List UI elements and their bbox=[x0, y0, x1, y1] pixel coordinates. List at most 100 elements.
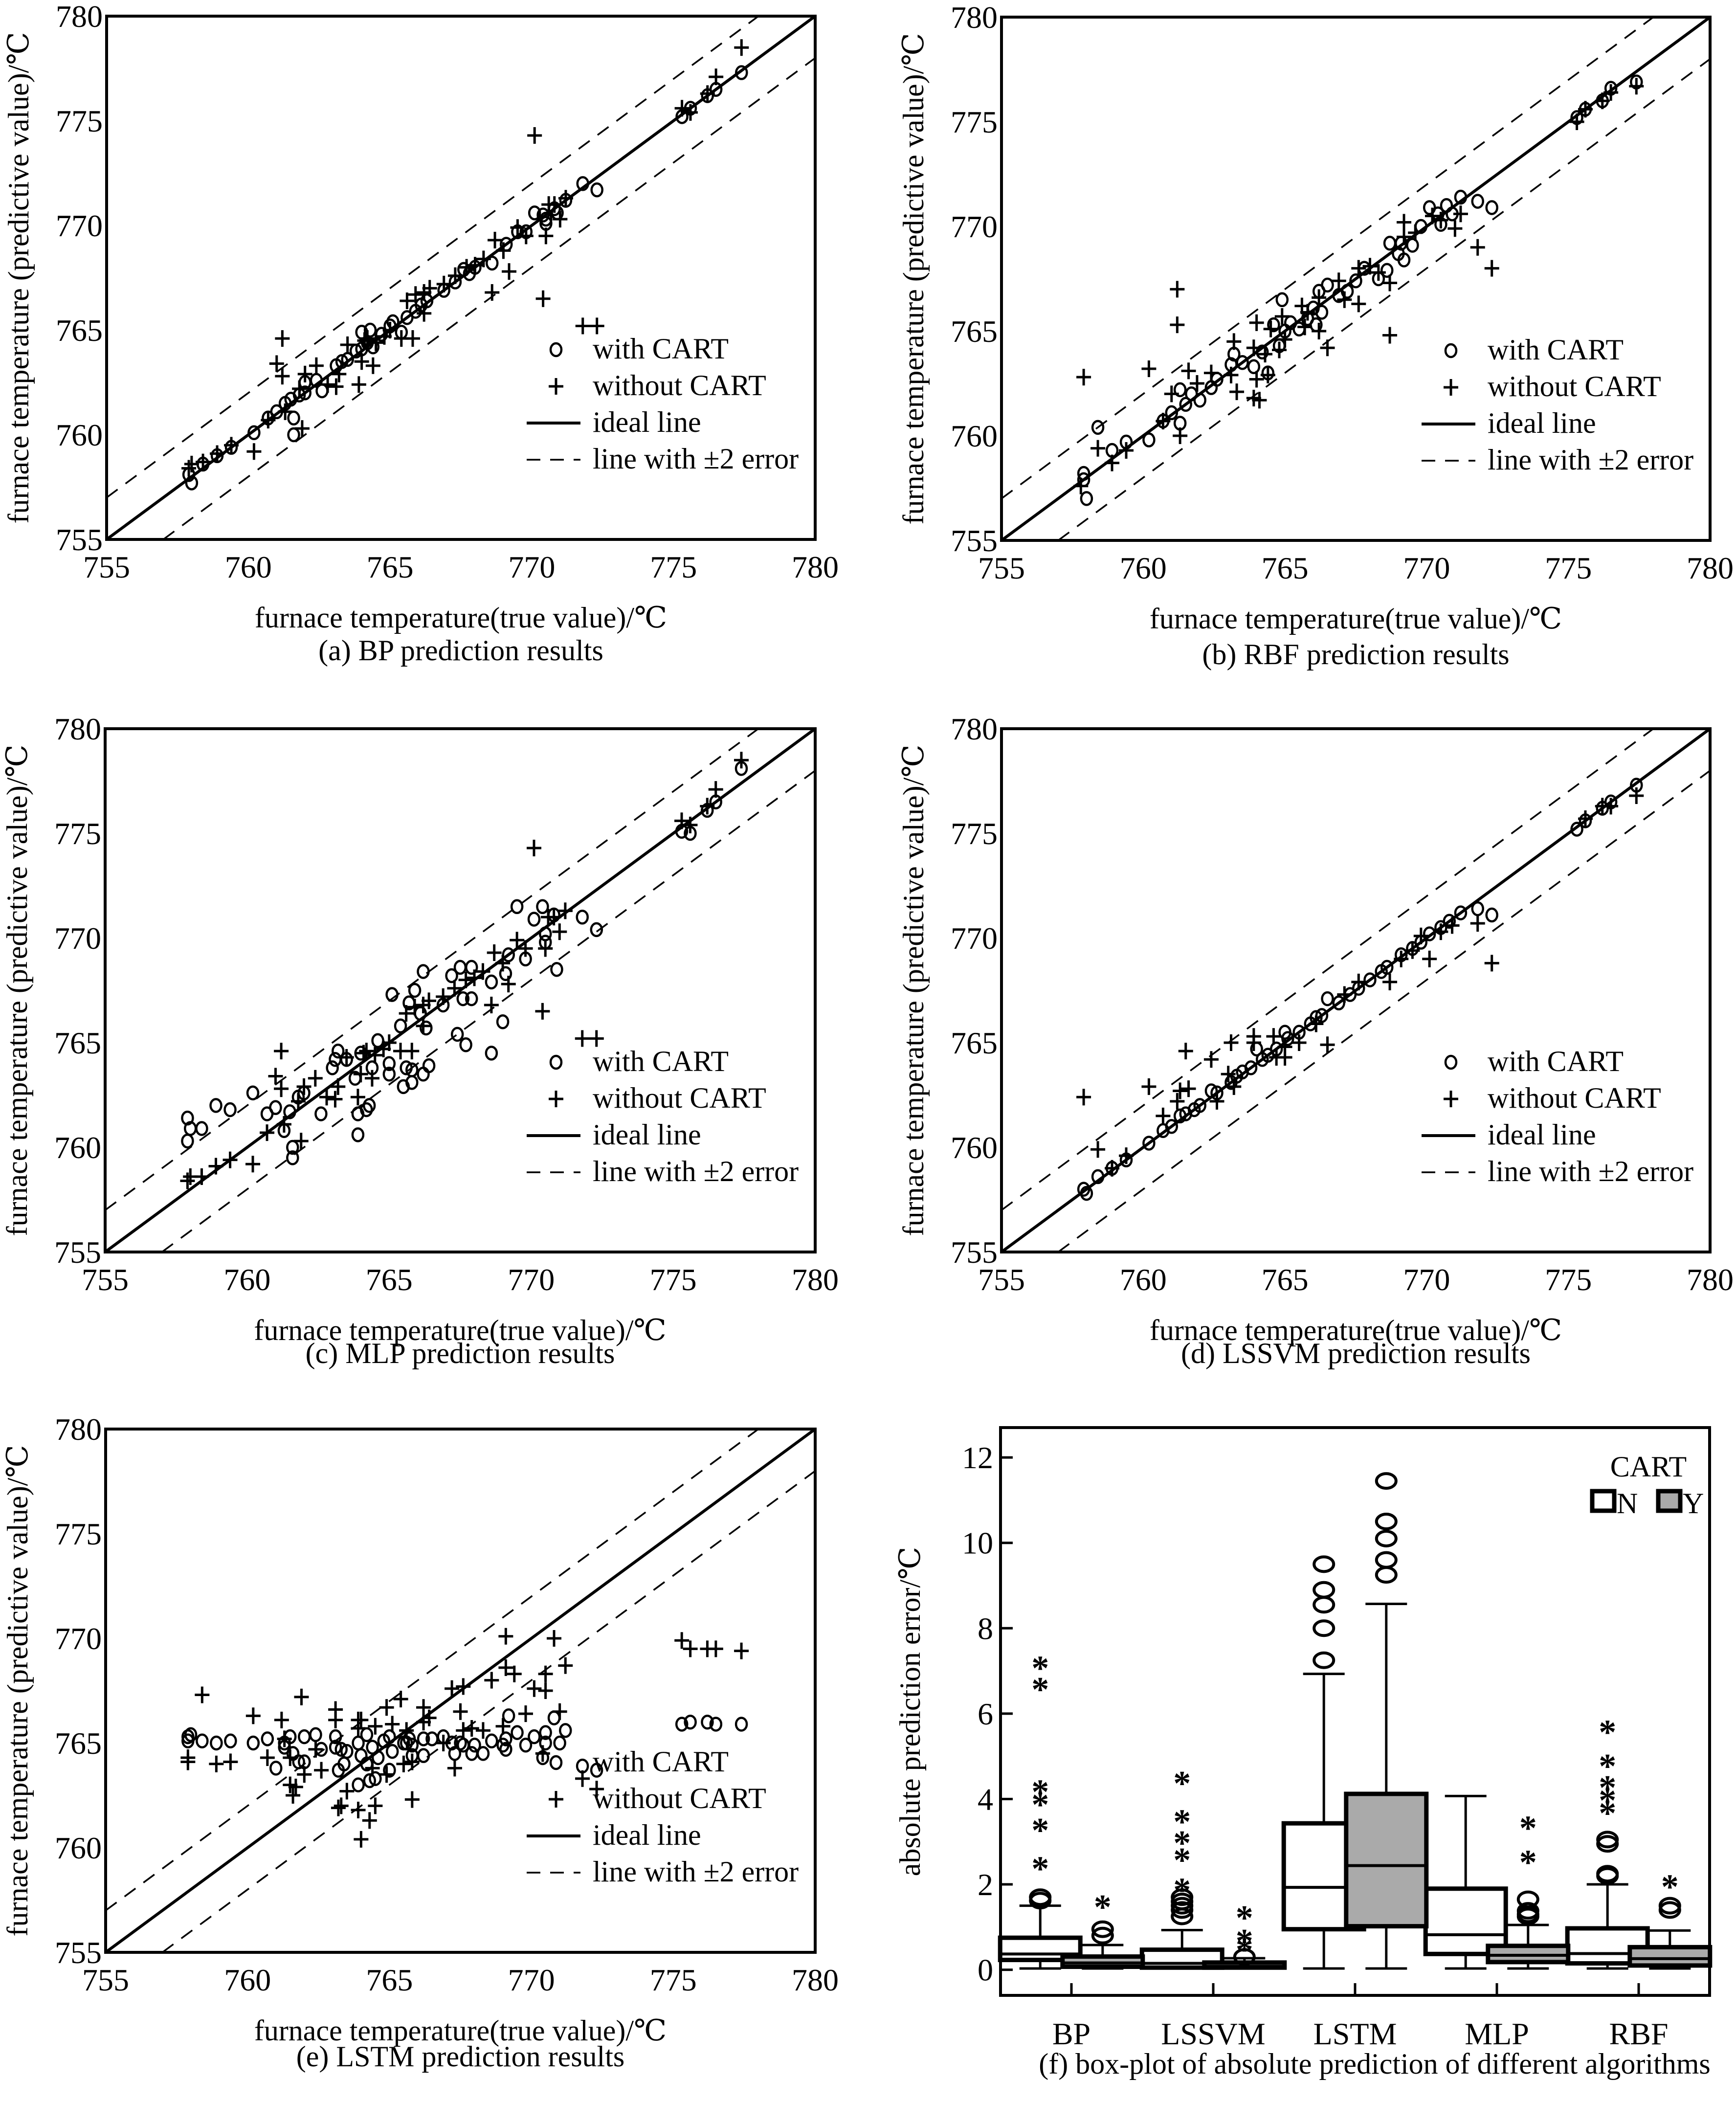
data-point-plus bbox=[1246, 1034, 1261, 1051]
x-tick-label: 760 bbox=[1120, 1262, 1167, 1297]
data-point-plus bbox=[1394, 950, 1409, 967]
data-point-plus bbox=[408, 286, 423, 303]
data-point-plus bbox=[328, 1711, 343, 1728]
data-point-plus bbox=[1226, 1078, 1242, 1095]
data-point-plus bbox=[368, 1797, 383, 1814]
data-point-plus bbox=[274, 1080, 289, 1097]
data-point-circle bbox=[445, 968, 458, 984]
x-tick-label: 765 bbox=[366, 1963, 413, 1997]
data-point-circle bbox=[292, 1754, 305, 1769]
data-point-plus bbox=[184, 455, 199, 472]
data-point-circle bbox=[363, 322, 377, 338]
data-point-circle bbox=[383, 1729, 396, 1744]
data-point-circle bbox=[283, 1104, 296, 1119]
data-point-circle bbox=[1406, 238, 1419, 253]
data-point-plus bbox=[1156, 1107, 1171, 1124]
data-point-circle bbox=[247, 425, 261, 440]
data-point-circle bbox=[485, 974, 498, 990]
legend-label: with CART bbox=[593, 1745, 729, 1778]
data-point-circle bbox=[1165, 405, 1179, 421]
data-point-plus bbox=[501, 976, 516, 993]
panel-b: 755 760 765 770 775 780 755 760 765 770 775 780 furn… bbox=[897, 0, 1734, 671]
x-tick-label: 755 bbox=[83, 550, 130, 584]
data-point-circle bbox=[405, 1738, 419, 1753]
data-point-circle bbox=[456, 991, 470, 1006]
x-tick-label: 760 bbox=[225, 550, 272, 584]
panel-c: 755 760 765 770 775 780 755 760 765 770 775 780 furn… bbox=[1, 712, 839, 1369]
data-point-circle bbox=[417, 1748, 430, 1763]
data-point-plus bbox=[1424, 207, 1440, 224]
data-point-plus bbox=[278, 403, 293, 420]
box-mlp-n bbox=[1423, 1794, 1508, 1970]
y-tick-label: 765 bbox=[951, 1026, 998, 1060]
data-point-plus bbox=[1141, 1078, 1157, 1095]
data-point-plus bbox=[1224, 1034, 1239, 1051]
data-point-plus bbox=[422, 280, 437, 297]
data-point-plus bbox=[1413, 927, 1428, 944]
data-point-plus bbox=[334, 1797, 349, 1814]
outlier-circle bbox=[1375, 1529, 1398, 1547]
legend-label: without CART bbox=[593, 1782, 766, 1814]
y-tick-label: 780 bbox=[951, 0, 998, 35]
legend-label: with CART bbox=[593, 333, 729, 365]
data-point-plus bbox=[1252, 392, 1267, 409]
data-point-circle bbox=[553, 1735, 566, 1751]
data-point-circle bbox=[1080, 1185, 1093, 1201]
data-point-plus bbox=[354, 1711, 369, 1728]
y-tick-label: 780 bbox=[54, 712, 101, 746]
legend-label: with CART bbox=[1488, 334, 1624, 366]
lower-error-line bbox=[161, 770, 815, 1252]
data-point-plus bbox=[329, 378, 344, 395]
data-point-plus bbox=[404, 1043, 420, 1060]
data-point-circle bbox=[1315, 305, 1329, 320]
y-tick-label: 755 bbox=[56, 522, 103, 557]
outlier-asterisk: * bbox=[1094, 1888, 1112, 1927]
axes-frame bbox=[1000, 727, 1712, 1253]
data-point-circle bbox=[332, 1043, 345, 1059]
x-axis-label: furnace temperature(true value)/℃ bbox=[254, 2014, 667, 2047]
data-point-circle bbox=[511, 1725, 524, 1740]
data-point-plus bbox=[379, 1766, 394, 1783]
legend-item-with-cart: with CART bbox=[549, 333, 729, 365]
data-point-plus bbox=[275, 368, 290, 385]
x-tick-label: 780 bbox=[792, 550, 839, 584]
data-point-circle bbox=[459, 1037, 472, 1052]
data-point-circle bbox=[485, 1046, 498, 1061]
data-point-circle bbox=[375, 327, 388, 342]
box-lssvm-n: ***** bbox=[1139, 1764, 1224, 1970]
outlier-asterisk: * bbox=[1599, 1713, 1616, 1752]
data-point-circle bbox=[709, 1717, 723, 1732]
data-point-plus bbox=[367, 1047, 382, 1064]
data-point-plus bbox=[1433, 212, 1448, 229]
data-point-circle bbox=[502, 1708, 515, 1723]
data-point-plus bbox=[476, 250, 491, 268]
data-point-plus bbox=[1595, 92, 1610, 110]
legend: with CART without CART ideal line line with… bbox=[527, 333, 799, 475]
data-point-plus bbox=[1312, 323, 1327, 339]
data-point-circle bbox=[485, 1733, 498, 1748]
axes-frame bbox=[104, 1428, 817, 1954]
x-tick-label: 765 bbox=[366, 1262, 413, 1297]
data-point-circle bbox=[510, 899, 524, 915]
data-point-plus bbox=[734, 39, 749, 56]
y-tick-label: 760 bbox=[951, 1130, 998, 1165]
data-point-circle bbox=[1165, 1118, 1179, 1134]
data-point-plus bbox=[417, 305, 432, 322]
data-point-circle bbox=[371, 1033, 384, 1048]
legend-item-with-cart: with CART bbox=[1444, 334, 1624, 366]
legend-title: CART bbox=[1610, 1451, 1687, 1483]
data-point-circle bbox=[539, 211, 553, 227]
outlier-asterisk: * bbox=[1173, 1841, 1191, 1880]
data-point-circle bbox=[590, 1763, 603, 1778]
legend-item-ideal-line: ideal line bbox=[527, 1819, 701, 1851]
data-point-circle bbox=[362, 1098, 376, 1113]
data-point-plus bbox=[535, 1745, 550, 1762]
legend-item-error-line: line with ±2 error bbox=[527, 1155, 799, 1187]
data-point-circle bbox=[352, 1777, 365, 1792]
data-point-plus bbox=[496, 242, 511, 259]
data-point-circle bbox=[335, 354, 349, 369]
legend-item-ideal-line: ideal line bbox=[527, 1118, 701, 1151]
y-tick-label: 765 bbox=[55, 1726, 102, 1761]
data-point-plus bbox=[1277, 331, 1292, 348]
data-point-plus bbox=[245, 1156, 261, 1173]
